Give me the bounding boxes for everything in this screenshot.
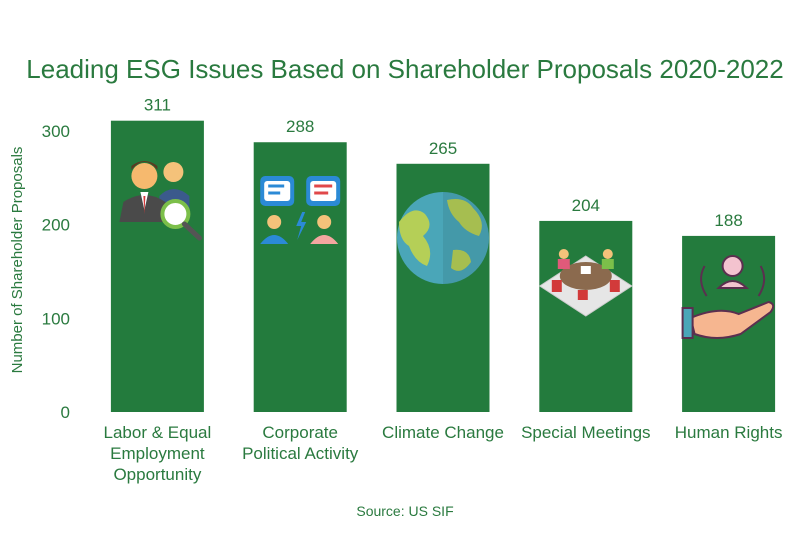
speech-bubbles-icon bbox=[260, 176, 341, 244]
y-tick-label: 200 bbox=[42, 216, 70, 235]
y-axis-ticks: 0 100 200 300 bbox=[42, 122, 70, 422]
source-note: Source: US SIF bbox=[356, 503, 453, 519]
y-tick-label: 300 bbox=[42, 122, 70, 141]
value-label: 265 bbox=[429, 139, 457, 158]
bar bbox=[110, 120, 204, 413]
category-label: Special Meetings bbox=[521, 423, 650, 442]
meeting-table-icon bbox=[538, 249, 633, 317]
category-label: Labor & Equal Employment Opportunity bbox=[104, 423, 212, 484]
category-label: Human Rights bbox=[675, 423, 783, 442]
category-label: Corporate Political Activity bbox=[242, 423, 359, 463]
globe-icon bbox=[397, 192, 489, 284]
category-labels: Labor & Equal Employment Opportunity Corpor… bbox=[104, 423, 783, 484]
value-label: 311 bbox=[144, 96, 171, 115]
category-label: Climate Change bbox=[382, 423, 504, 442]
value-label: 204 bbox=[572, 196, 600, 215]
y-tick-label: 0 bbox=[61, 403, 70, 422]
value-label: 188 bbox=[714, 211, 742, 230]
y-axis-label: Number of Shareholder Proposals bbox=[9, 147, 26, 374]
value-label: 288 bbox=[286, 117, 314, 136]
people-magnifier-icon bbox=[119, 161, 202, 241]
value-labels: 311 288 265 204 188 bbox=[144, 96, 743, 230]
hand-person-icon bbox=[681, 255, 775, 339]
y-tick-label: 100 bbox=[42, 309, 70, 328]
bar-icons bbox=[119, 161, 775, 339]
chart-title: Leading ESG Issues Based on Shareholder … bbox=[26, 54, 783, 84]
